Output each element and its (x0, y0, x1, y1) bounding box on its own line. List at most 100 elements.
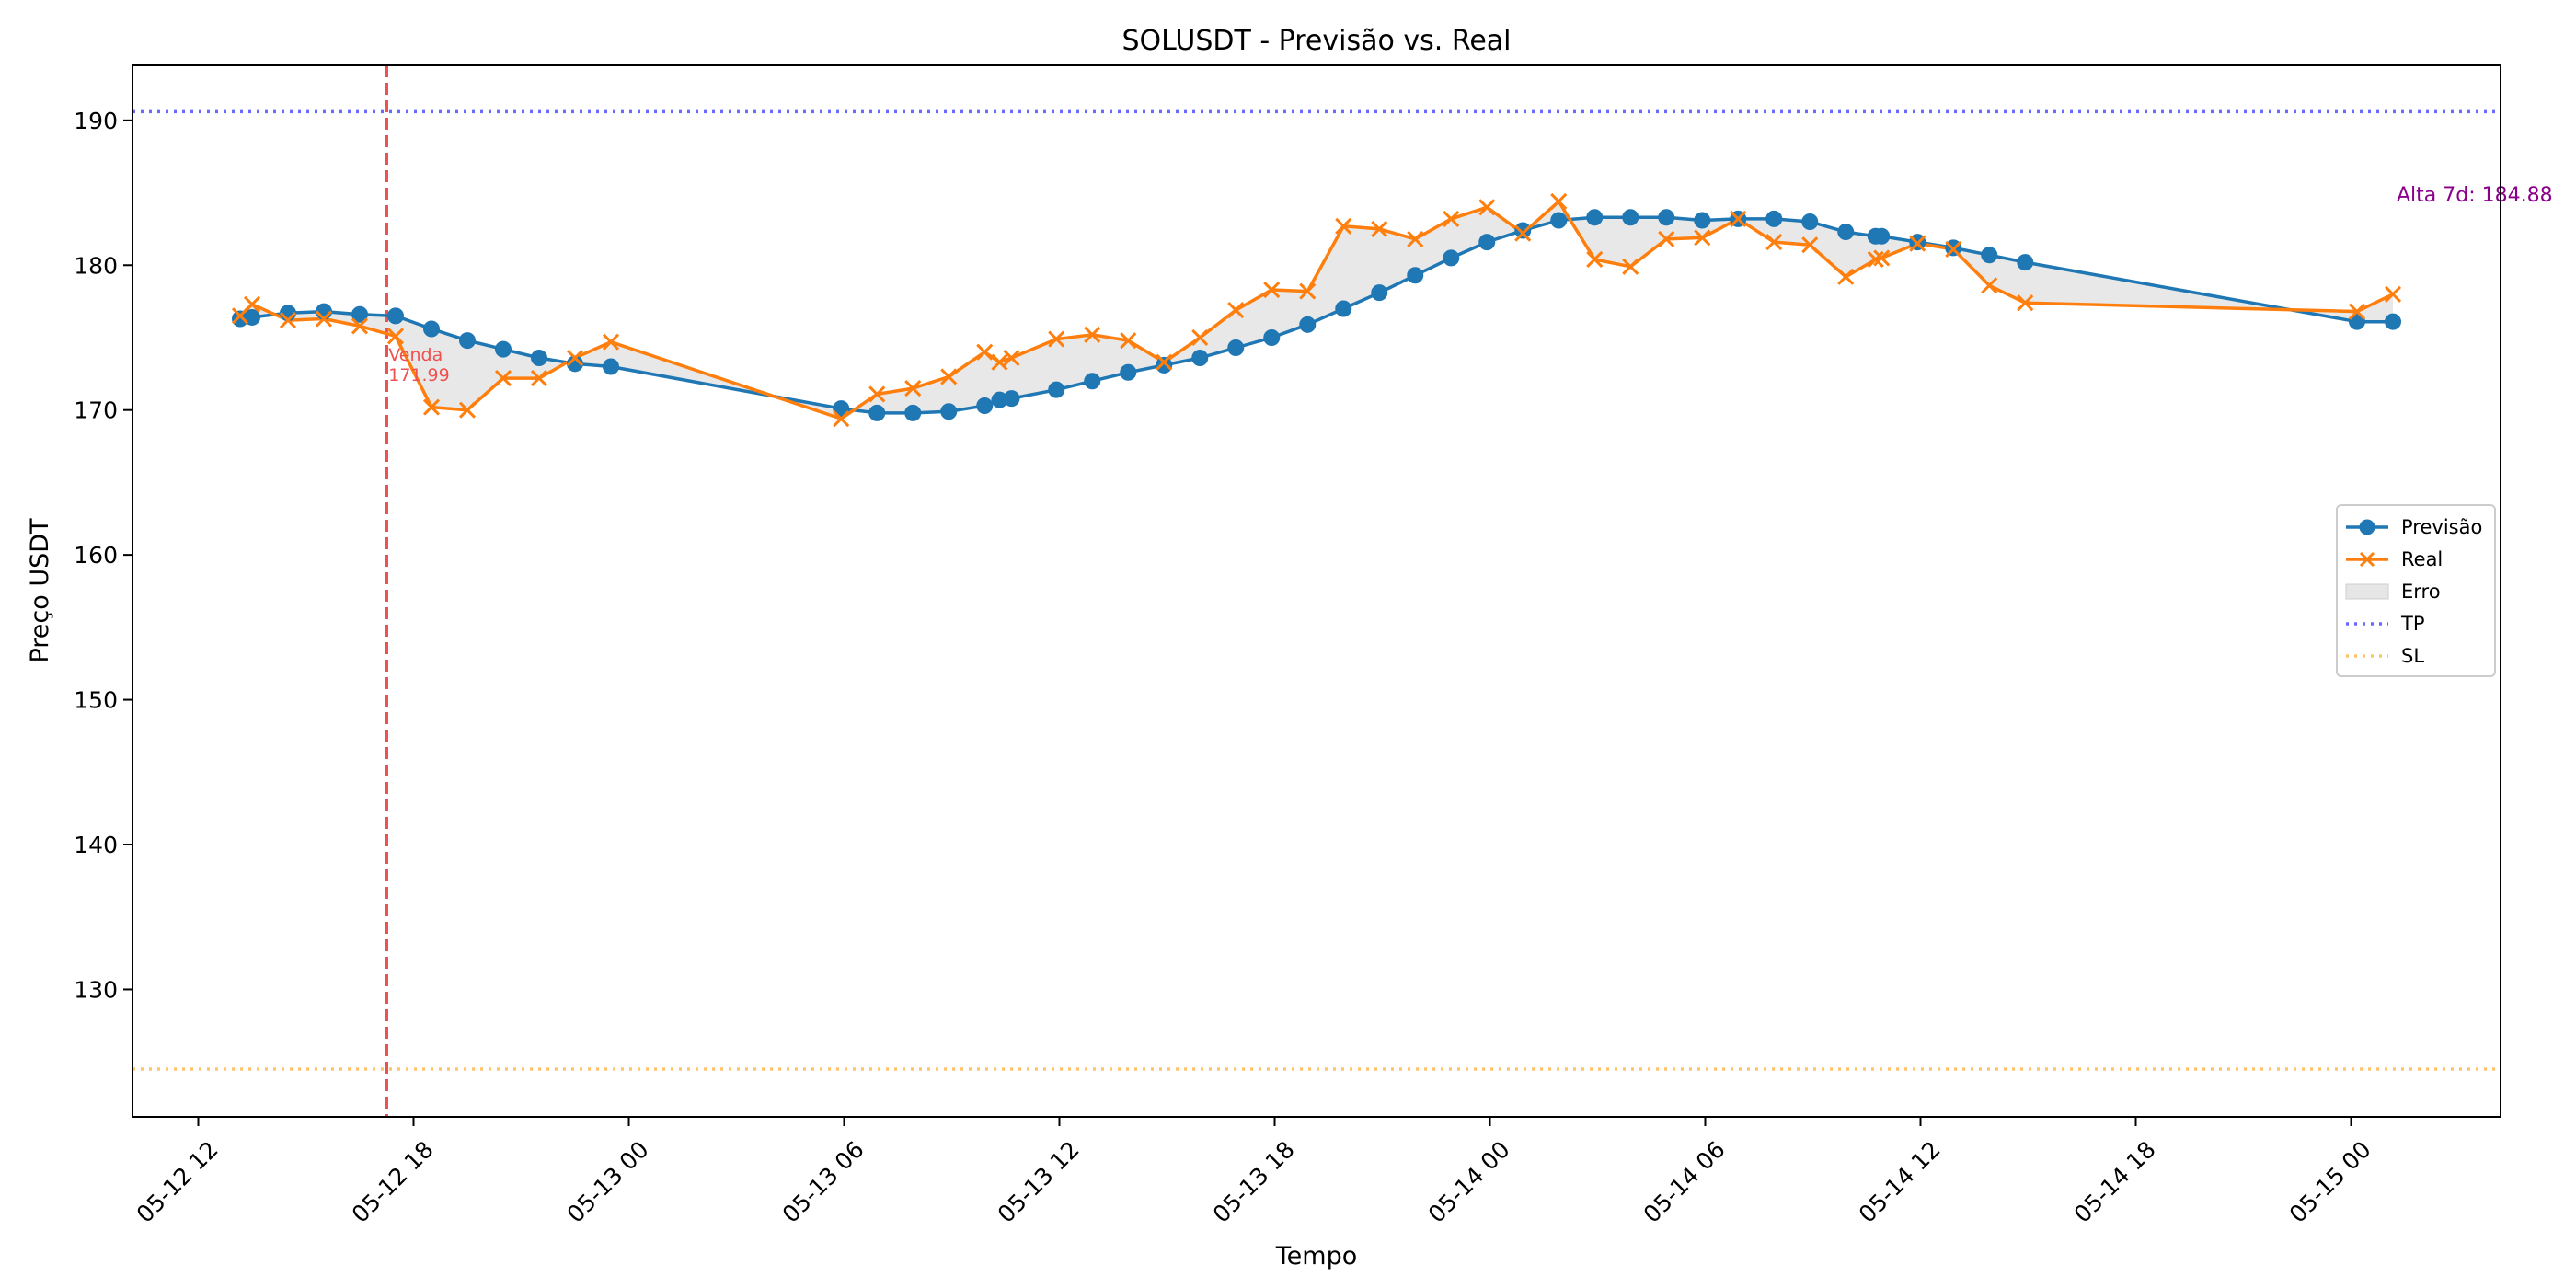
previsao-point (459, 332, 476, 350)
y-tick-label: 190 (74, 108, 118, 134)
real-point (1084, 326, 1101, 343)
legend-label: Erro (2401, 581, 2441, 603)
real-point (1801, 236, 1819, 254)
previsao-point (1003, 390, 1020, 408)
real-point (566, 349, 584, 367)
previsao-point (1048, 381, 1065, 398)
y-tick-label: 180 (74, 252, 118, 279)
previsao-point (1658, 209, 1675, 226)
previsao-point (868, 404, 886, 421)
y-axis-title: Preço USDT (26, 518, 54, 663)
real-point (2017, 294, 2034, 312)
legend-label: TP (2400, 613, 2425, 635)
real-point (530, 370, 548, 387)
legend-label: Real (2401, 548, 2443, 570)
previsao-point (495, 340, 512, 358)
previsao-point (351, 305, 368, 323)
real-point (602, 333, 620, 351)
real-point (991, 353, 1008, 371)
real-point (1867, 250, 1884, 269)
previsao-point (1191, 350, 1209, 367)
previsao-point (1443, 249, 1460, 267)
real-point (2348, 303, 2366, 320)
previsao-point (567, 355, 583, 373)
previsao-point (2385, 313, 2401, 330)
real-point (1371, 220, 1388, 237)
real-point (1443, 210, 1460, 227)
real-point (1514, 224, 1532, 242)
y-tick-label: 150 (74, 687, 118, 714)
x-axis-title: Tempo (1275, 1242, 1357, 1271)
real-point (1945, 240, 1962, 259)
previsao-point (1514, 222, 1532, 239)
previsao-point (1407, 267, 1424, 284)
real-point (1981, 277, 1998, 294)
real-point (315, 310, 333, 328)
real-point (1299, 282, 1317, 300)
previsao-point (1227, 339, 1245, 357)
real-point (1550, 192, 1568, 211)
real-point (1156, 353, 1173, 371)
previsao-point (904, 404, 922, 421)
y-tick-label: 170 (74, 397, 118, 424)
venda-annotation-line: Venda (388, 345, 443, 365)
previsao-point (531, 350, 547, 367)
chart-title: SOLUSDT - Previsão vs. Real (1121, 25, 1511, 57)
real-point (1407, 230, 1424, 247)
previsao-point (1120, 363, 1137, 381)
previsao-point (1084, 373, 1101, 390)
venda-annotation-line: 171.99 (388, 365, 449, 385)
previsao-point (833, 400, 850, 418)
previsao-point (1156, 356, 1173, 374)
previsao-point (1586, 209, 1604, 226)
previsao-point (976, 397, 994, 414)
real-point (386, 328, 405, 345)
previsao-point (1765, 210, 1783, 227)
previsao-point (1478, 234, 1496, 251)
real-point (1335, 217, 1352, 235)
real-point (868, 385, 886, 403)
real-point (458, 401, 477, 419)
real-point (2384, 285, 2402, 303)
previsao-point (423, 320, 440, 338)
real-point (1263, 281, 1281, 299)
plot-frame (132, 64, 2501, 1118)
legend-marker-previsao (2359, 519, 2375, 535)
legend: Previsão Real Erro TP SL (2336, 504, 2496, 677)
y-tick-label: 160 (74, 542, 118, 569)
real-point (1694, 229, 1711, 247)
real-point (1120, 332, 1137, 350)
legend-handle-erro (2345, 583, 2389, 600)
y-tick-label: 140 (74, 832, 118, 858)
real-point (904, 380, 922, 397)
legend-marker-real (2359, 551, 2375, 568)
previsao-point (1873, 227, 1891, 245)
error-area (240, 201, 2393, 420)
previsao-point (1801, 213, 1819, 231)
real-point (1730, 210, 1747, 227)
y-tick-label: 130 (74, 976, 118, 1003)
real-point (1658, 230, 1675, 247)
real-point (279, 312, 297, 329)
real-point (1909, 235, 1926, 252)
previsao-point (1550, 212, 1568, 229)
real-point (833, 410, 850, 428)
real-point (494, 370, 512, 387)
legend-label: Previsão (2401, 516, 2482, 538)
real-point (351, 317, 369, 335)
real-point (1622, 258, 1639, 275)
real-point (1478, 199, 1496, 216)
legend-label: SL (2401, 645, 2424, 667)
real-point (1837, 268, 1855, 285)
real-point (1765, 234, 1783, 251)
previsao-point (1622, 209, 1639, 226)
previsao-point (940, 403, 958, 420)
previsao-point (1263, 328, 1281, 346)
real-point (1873, 249, 1891, 267)
real-point (1586, 250, 1604, 269)
previsao-point (1981, 247, 1998, 264)
previsao-point (2349, 313, 2365, 330)
real-point (422, 398, 441, 416)
